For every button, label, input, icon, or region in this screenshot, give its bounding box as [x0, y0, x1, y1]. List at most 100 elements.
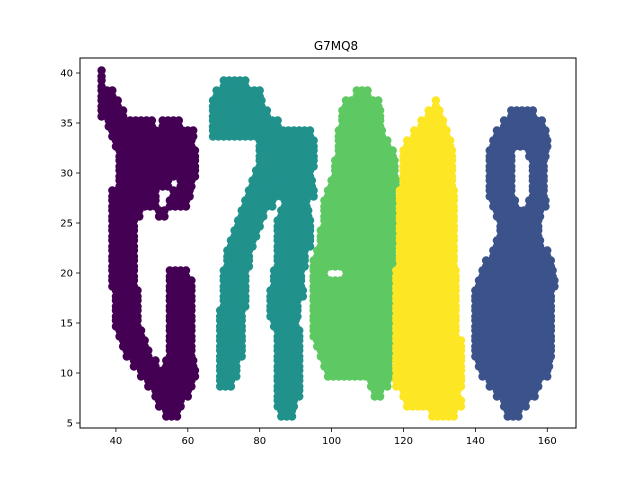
data-point [451, 296, 460, 305]
data-point [268, 196, 277, 205]
data-point [546, 316, 556, 325]
data-point [449, 196, 458, 205]
data-point [232, 366, 241, 375]
y-tick-label: 5 [67, 419, 73, 430]
data-point [287, 406, 297, 415]
data-point [187, 346, 196, 355]
data-point [528, 106, 538, 115]
data-point [187, 136, 196, 145]
data-point [539, 176, 548, 185]
data-point [307, 176, 317, 185]
data-point [304, 206, 313, 215]
data-point [388, 146, 397, 155]
data-point [435, 106, 444, 115]
data-point [129, 256, 139, 265]
data-point [296, 276, 306, 285]
data-point [456, 356, 466, 365]
y-axis: 5 10 15 20 25 30 35 40 [60, 69, 80, 430]
data-point [241, 276, 250, 285]
data-point [300, 246, 309, 255]
data-point [541, 146, 550, 155]
data-point [546, 306, 556, 315]
data-point [187, 276, 196, 285]
series-1 [208, 76, 318, 421]
data-point [453, 386, 462, 395]
data-point [300, 256, 309, 265]
data-point [383, 376, 392, 385]
data-point [133, 296, 142, 305]
data-point [521, 402, 530, 411]
data-point [295, 336, 304, 345]
chart-title: G7MQ8 [314, 39, 358, 53]
data-point [456, 366, 466, 375]
series-4 [471, 106, 559, 421]
data-point [268, 202, 277, 211]
data-point [241, 266, 250, 275]
data-point [129, 226, 139, 235]
data-point [546, 256, 556, 265]
data-point [262, 106, 272, 115]
data-point [530, 386, 539, 395]
data-point [456, 402, 466, 411]
data-point [136, 326, 146, 335]
data-point [451, 326, 460, 335]
data-point [447, 156, 457, 165]
data-point [534, 216, 543, 225]
data-point [232, 356, 241, 365]
data-point [226, 376, 236, 385]
data-point [374, 96, 383, 105]
data-point [320, 266, 329, 275]
data-point [305, 166, 315, 175]
data-point [375, 392, 385, 401]
data-point [543, 372, 552, 381]
data-point [251, 226, 261, 235]
data-point [514, 412, 523, 421]
data-point [543, 366, 552, 375]
data-point [305, 236, 315, 245]
data-point [449, 216, 458, 225]
x-tick-label: 160 [538, 436, 557, 447]
data-point [390, 166, 399, 175]
data-point [546, 296, 556, 305]
x-tick-label: 80 [253, 436, 266, 447]
data-point [241, 76, 250, 85]
data-point [133, 306, 142, 315]
data-point [309, 192, 318, 201]
series-2 [309, 86, 401, 401]
data-point [295, 356, 304, 365]
data-point [187, 326, 196, 335]
data-point [129, 236, 139, 245]
data-point [377, 126, 387, 135]
series-0 [97, 66, 200, 421]
data-point [172, 406, 182, 415]
data-point [129, 266, 139, 275]
data-point [546, 336, 556, 345]
data-point [449, 246, 458, 255]
x-tick-label: 40 [110, 436, 123, 447]
data-point [449, 226, 458, 235]
data-point [147, 116, 157, 125]
data-point [174, 116, 184, 125]
x-tick-label: 60 [181, 436, 194, 447]
y-tick-label: 15 [60, 319, 73, 330]
data-point [456, 336, 466, 345]
data-point [160, 212, 169, 221]
data-point [535, 236, 545, 245]
y-tick-label: 25 [60, 219, 73, 230]
data-point [289, 396, 299, 405]
data-point [543, 136, 552, 145]
data-point [181, 202, 191, 211]
data-point [176, 396, 185, 405]
data-point [163, 176, 173, 185]
data-point [151, 356, 160, 365]
data-point [172, 412, 182, 421]
data-point [187, 316, 196, 325]
data-point [456, 346, 466, 355]
data-point [187, 306, 196, 315]
data-point [295, 366, 304, 375]
data-point [302, 196, 311, 205]
data-point [539, 156, 548, 165]
data-point [189, 126, 198, 135]
data-point [449, 412, 458, 421]
